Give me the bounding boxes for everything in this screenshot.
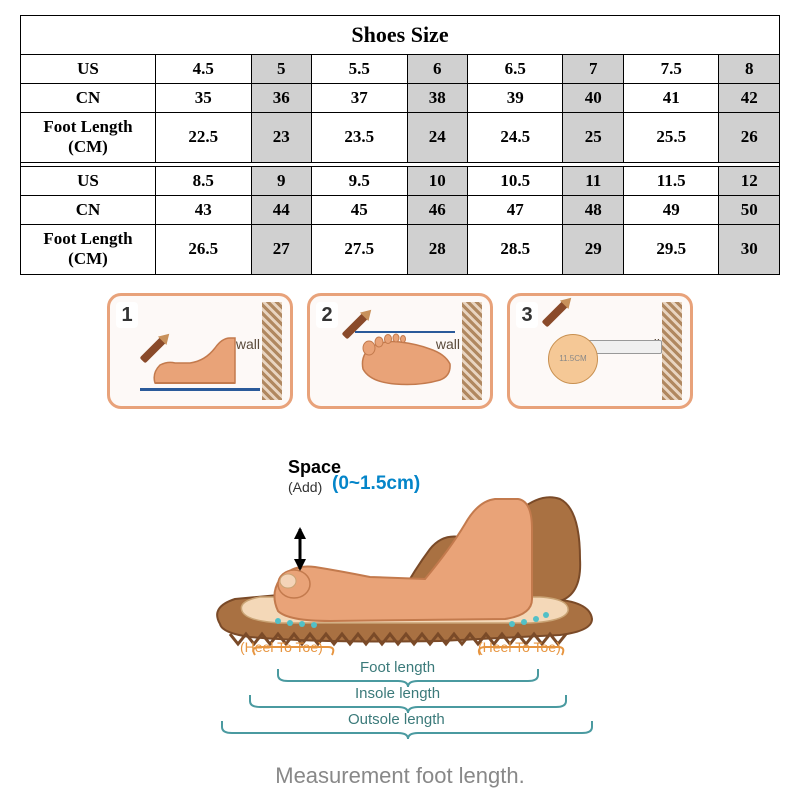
outsole-length-label: Outsole length (348, 711, 445, 728)
label-foot: Foot Length(CM) (21, 113, 156, 163)
row-us-1: US 4.5 5 5.5 6 6.5 7 7.5 8 (21, 55, 780, 84)
table-title: Shoes Size (21, 16, 780, 55)
foot-diagram: Space (Add) (0~1.5cm) (Heel To Toe) (Hee… (160, 429, 640, 759)
foot-top-icon (355, 324, 455, 394)
row-foot-1: Foot Length(CM) 22.5 23 23.5 24 24.5 25 … (21, 113, 780, 163)
wall-icon (262, 302, 282, 400)
space-add-label: (Add) (288, 479, 322, 495)
step-num: 1 (116, 302, 138, 328)
pen-icon (542, 300, 569, 327)
space-value: (0~1.5cm) (332, 473, 420, 495)
foot-length-label: Foot length (360, 659, 435, 676)
step-num: 2 (316, 302, 338, 328)
wall-icon (662, 302, 682, 400)
foot-side-icon (150, 333, 240, 388)
label-cn: CN (21, 84, 156, 113)
step-2: 2 wall (307, 293, 493, 409)
row-cn-2: CN 43 44 45 46 47 48 49 50 (21, 195, 780, 224)
wall-icon (462, 302, 482, 400)
diagram-caption: Measurement foot length. (20, 763, 780, 789)
label-us: US (21, 55, 156, 84)
row-cn-1: CN 35 36 37 38 39 40 41 42 (21, 84, 780, 113)
measure-circle-icon: 11.5CM (548, 334, 598, 384)
size-table: Shoes Size US 4.5 5 5.5 6 6.5 7 7.5 8 CN… (20, 15, 780, 275)
row-foot-2: Foot Length(CM) 26.5 27 27.5 28 28.5 29 … (21, 224, 780, 274)
measurement-steps: 1 wall 2 wall (20, 293, 780, 409)
step-num: 3 (516, 302, 538, 328)
insole-length-label: Insole length (355, 685, 440, 702)
baseline-icon (140, 388, 260, 391)
row-us-2: US 8.5 9 9.5 10 10.5 11 11.5 12 (21, 166, 780, 195)
step-3: 3 wall 11.5CM (507, 293, 693, 409)
heel-to-toe-right: (Heel To Toe) (478, 639, 561, 655)
heel-to-toe-left: (Heel To Toe) (240, 639, 323, 655)
step-1: 1 wall (107, 293, 293, 409)
